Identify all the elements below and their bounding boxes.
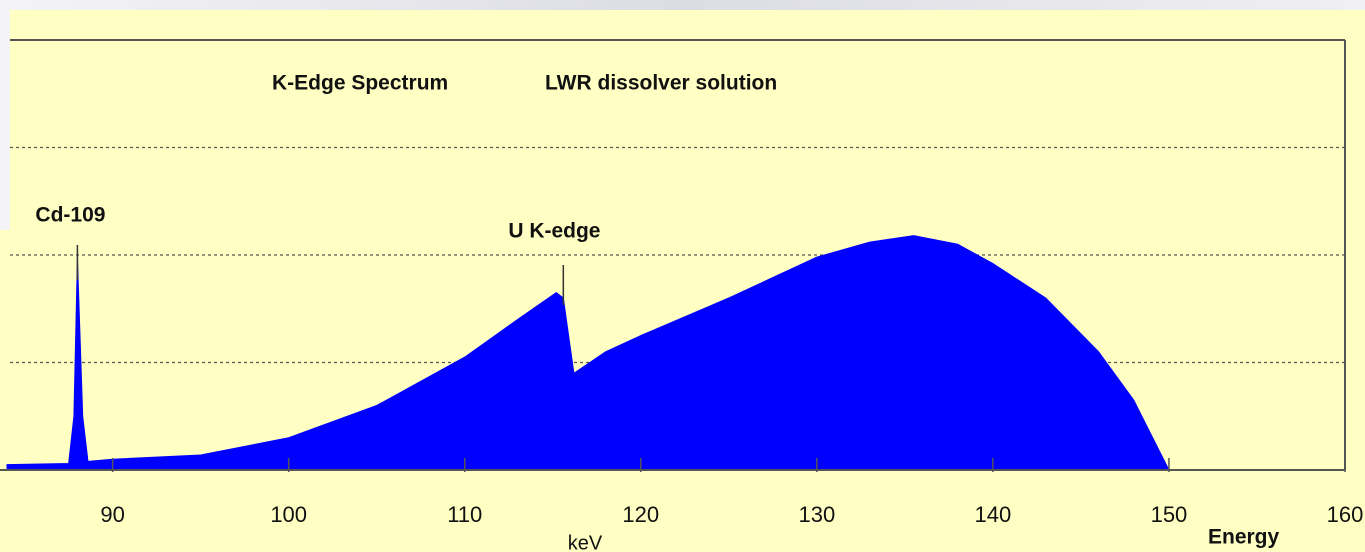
x-tick-label: 150 [1151, 502, 1188, 527]
chart-title: K-Edge Spectrum [272, 72, 448, 95]
x-tick-label: 90 [100, 502, 124, 527]
x-tick-label: 140 [975, 502, 1012, 527]
x-tick-label: 160 [1327, 502, 1364, 527]
x-tick-label: 130 [798, 502, 835, 527]
x-tick-label: 120 [622, 502, 659, 527]
chart-subtitle: LWR dissolver solution [545, 72, 777, 95]
annotation: Cd-109 [35, 204, 105, 227]
x-tick-label: 100 [270, 502, 307, 527]
x-axis-label: keV [568, 532, 603, 552]
x-tick-label: 110 [447, 502, 482, 527]
x-axis-label-secondary: Energy [1208, 526, 1280, 549]
plot-panel-edge [0, 230, 12, 552]
annotation: U K-edge [508, 220, 600, 243]
